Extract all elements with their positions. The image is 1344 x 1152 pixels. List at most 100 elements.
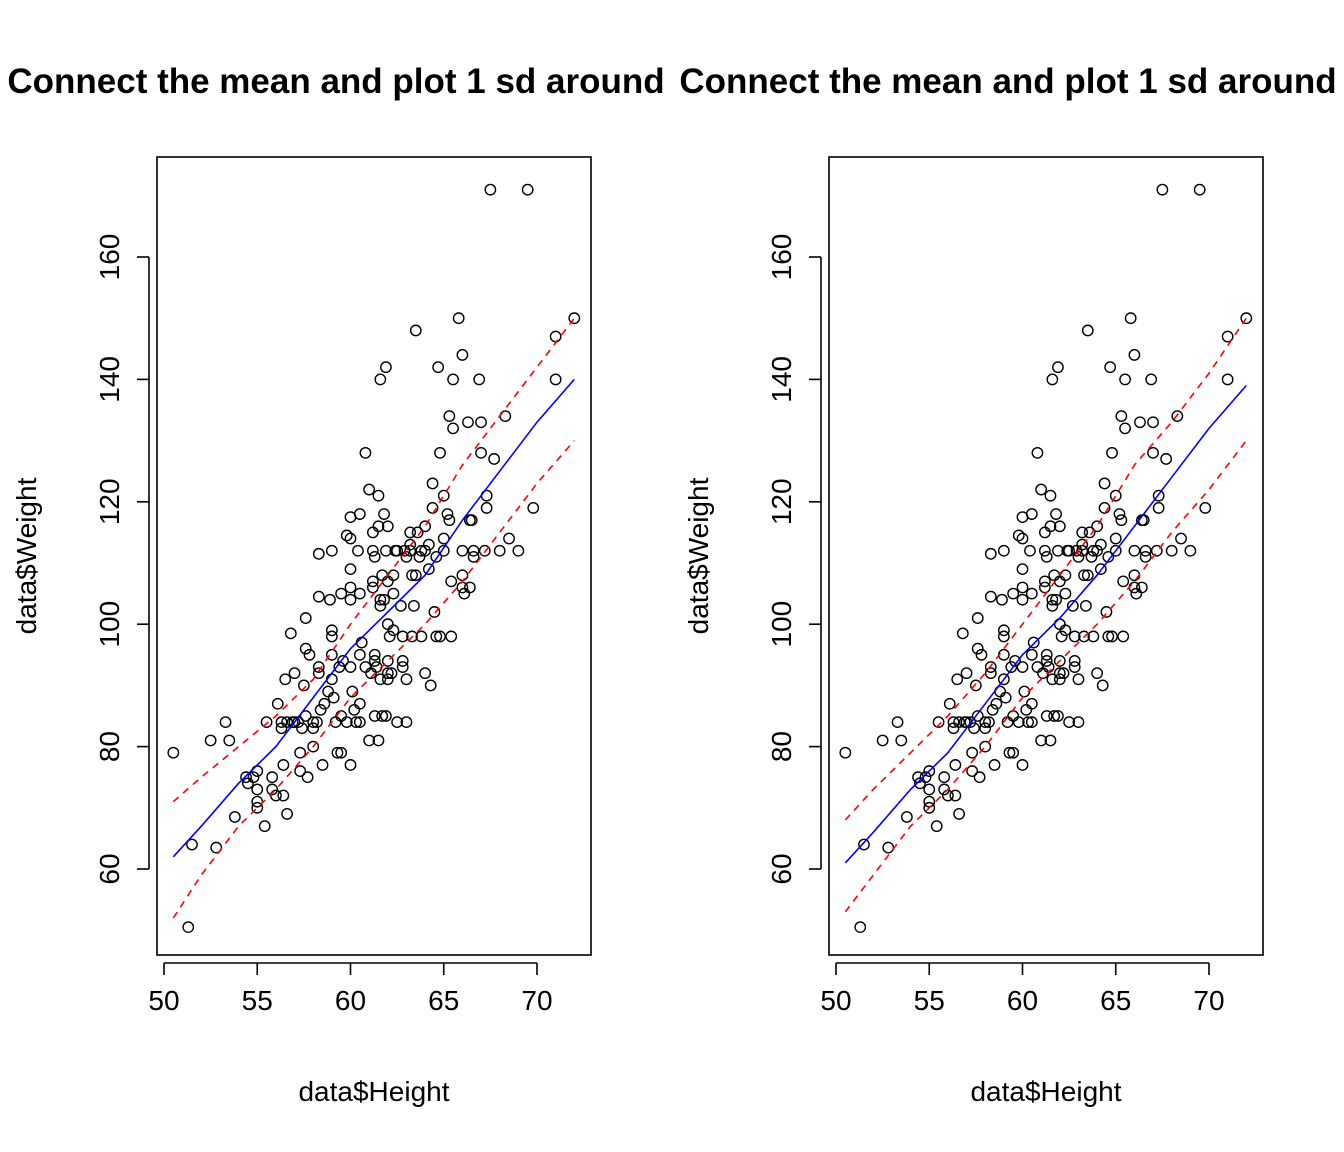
data-point xyxy=(1109,544,1122,557)
data-point xyxy=(1040,710,1053,722)
data-point xyxy=(986,703,999,716)
data-point xyxy=(1078,569,1090,582)
data-point xyxy=(406,569,418,582)
data-point xyxy=(1016,532,1029,545)
data-point xyxy=(1016,759,1029,771)
data-point xyxy=(1038,581,1051,594)
data-point xyxy=(368,550,381,563)
data-point xyxy=(294,746,307,759)
data-point xyxy=(219,716,232,729)
data-point xyxy=(1083,526,1096,539)
data-point xyxy=(337,655,349,667)
data-point xyxy=(960,667,973,680)
data-point xyxy=(411,526,424,539)
data-point xyxy=(324,593,336,606)
data-point xyxy=(391,716,404,729)
data-point xyxy=(296,722,308,735)
data-point xyxy=(284,627,297,640)
data-point xyxy=(368,710,381,722)
data-point xyxy=(488,453,501,465)
y-tick-label-left: 140 xyxy=(94,356,125,403)
y-axis-label-right: data$Weight xyxy=(683,477,714,634)
data-point xyxy=(335,587,348,600)
data-point xyxy=(404,538,417,551)
data-point xyxy=(374,673,387,686)
data-point xyxy=(167,746,180,759)
data-point xyxy=(1106,630,1118,643)
data-point xyxy=(344,581,357,594)
data-point xyxy=(366,544,379,557)
data-point xyxy=(1134,416,1146,429)
plot-box-left xyxy=(156,156,592,956)
data-point xyxy=(1016,593,1029,606)
y-tick-label-right: 60 xyxy=(766,853,797,884)
data-point xyxy=(340,529,353,542)
data-point xyxy=(858,838,870,851)
data-point xyxy=(344,593,357,606)
data-point xyxy=(943,697,956,710)
data-point xyxy=(996,593,1008,606)
plot-area-right: 50 55 60 65 70 60 80 100 120 140 160 xyxy=(766,156,1264,1016)
data-point xyxy=(424,679,437,692)
data-point xyxy=(1053,673,1066,686)
data-point xyxy=(1053,520,1066,533)
data-point xyxy=(299,612,312,624)
data-point xyxy=(404,526,417,539)
data-point xyxy=(1091,520,1104,533)
data-point xyxy=(260,716,273,729)
data-point xyxy=(947,716,960,729)
x-tick-label-left: 60 xyxy=(335,985,366,1016)
data-point xyxy=(325,624,338,637)
data-point xyxy=(380,361,392,374)
data-point xyxy=(387,587,400,600)
data-point xyxy=(314,703,327,716)
data-point xyxy=(335,746,348,759)
data-point xyxy=(415,544,428,557)
x-tick-label-right: 65 xyxy=(1100,985,1131,1016)
data-point xyxy=(512,544,525,557)
data-point xyxy=(983,716,995,729)
data-point xyxy=(419,544,431,557)
data-point xyxy=(381,667,394,680)
data-point xyxy=(247,771,260,784)
data-point xyxy=(938,771,951,784)
y-tick-label-left: 80 xyxy=(94,731,125,762)
data-point xyxy=(1094,563,1107,576)
data-point xyxy=(1035,483,1048,496)
data-point xyxy=(1057,667,1070,680)
y-tick-label-left: 60 xyxy=(94,853,125,884)
y-tick-label-right: 80 xyxy=(766,731,797,762)
data-point xyxy=(452,312,465,325)
data-point xyxy=(463,581,476,594)
data-point xyxy=(1038,544,1051,557)
data-point xyxy=(984,547,997,560)
data-point xyxy=(1003,746,1016,759)
data-point xyxy=(426,477,439,490)
data-point xyxy=(251,801,264,814)
data-point xyxy=(1053,655,1066,667)
data-point xyxy=(930,820,943,833)
data-point xyxy=(953,808,965,820)
data-point xyxy=(1052,710,1064,722)
data-point xyxy=(1063,544,1076,557)
data-point xyxy=(430,550,443,563)
data-point xyxy=(467,550,480,563)
data-point xyxy=(271,697,284,710)
data-point xyxy=(279,673,292,686)
data-point xyxy=(932,716,945,729)
data-point xyxy=(1145,373,1158,386)
data-point xyxy=(434,446,446,459)
data-point xyxy=(1055,630,1068,643)
y-tick-label-left: 160 xyxy=(94,234,125,281)
data-point xyxy=(968,722,980,735)
data-point xyxy=(997,673,1010,686)
data-point xyxy=(1102,550,1115,563)
data-point xyxy=(979,722,992,735)
data-point xyxy=(266,771,279,784)
data-point xyxy=(503,532,515,545)
data-point xyxy=(1007,587,1020,600)
data-point xyxy=(391,544,404,557)
data-point xyxy=(327,691,340,704)
data-point xyxy=(316,759,329,771)
data-point xyxy=(1025,587,1038,600)
